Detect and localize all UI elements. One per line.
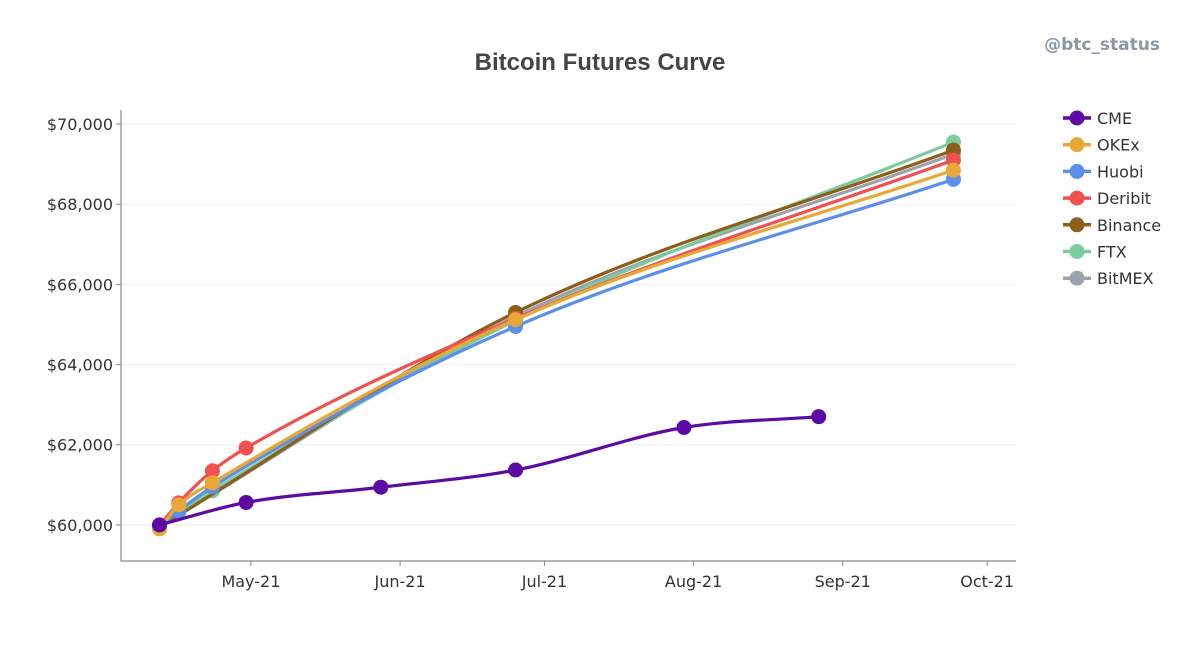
y-tick-label: $64,000 (47, 356, 113, 375)
x-axis-ticks: May-21 Jun-21 Jul-21 Aug-21 Sep-21 Oct-21 (221, 561, 1014, 591)
legend-swatch-marker (1069, 217, 1085, 233)
legend-item-ftx: FTX (1063, 243, 1127, 262)
data-point (204, 463, 220, 479)
y-tick-label: $68,000 (47, 195, 113, 214)
x-tick-label: Jun-21 (374, 572, 426, 591)
y-tick-label: $70,000 (47, 115, 113, 134)
legend: CME OKEx Huobi Deribit Binance FTX BitMEX (1063, 109, 1161, 288)
legend-swatch-marker (1069, 190, 1085, 206)
legend-label: CME (1097, 109, 1132, 128)
legend-label: FTX (1097, 243, 1127, 262)
legend-item-okex: OKEx (1063, 136, 1140, 155)
data-point (204, 475, 220, 491)
legend-swatch-marker (1069, 244, 1085, 259)
series-bitmex (151, 146, 961, 535)
data-point (945, 162, 961, 178)
x-tick-label: May-21 (221, 572, 280, 591)
legend-label: BitMEX (1097, 269, 1154, 288)
x-tick-label: Sep-21 (815, 572, 871, 591)
legend-swatch-marker (1069, 163, 1085, 179)
grid-lines (121, 123, 1016, 526)
series-line (157, 158, 956, 528)
legend-label: Binance (1097, 216, 1161, 235)
data-point (676, 420, 692, 436)
series-lines (151, 134, 961, 537)
series-okex (151, 162, 961, 537)
legend-item-bitmex: BitMEX (1063, 269, 1154, 288)
chart-title: Bitcoin Futures Curve (475, 49, 726, 76)
y-tick-label: $62,000 (47, 436, 113, 455)
data-point (151, 517, 167, 533)
data-point (238, 494, 254, 510)
series-cme (151, 409, 827, 533)
legend-swatch-marker (1069, 137, 1085, 153)
x-tick-label: Oct-21 (960, 572, 1014, 591)
watermark-handle: @btc_status (1044, 35, 1160, 55)
legend-label: Huobi (1097, 162, 1144, 181)
legend-label: OKEx (1097, 136, 1140, 155)
data-point (373, 479, 389, 495)
series-line (157, 140, 956, 528)
legend-swatch-marker (1069, 110, 1085, 126)
x-tick-label: Aug-21 (665, 572, 722, 591)
legend-label: Deribit (1097, 189, 1151, 208)
x-tick-label: Jul-21 (521, 572, 567, 591)
data-point (811, 409, 827, 425)
legend-swatch-marker (1069, 270, 1085, 286)
legend-item-deribit: Deribit (1063, 189, 1151, 208)
y-tick-label: $60,000 (47, 516, 113, 535)
y-tick-label: $66,000 (47, 275, 113, 294)
series-line (157, 415, 821, 527)
legend-item-cme: CME (1063, 109, 1132, 128)
data-point (238, 440, 254, 456)
y-axis-ticks: $60,000 $62,000 $64,000 $66,000 $68,000 $70,0… (47, 115, 121, 535)
series-line (157, 177, 956, 529)
legend-item-binance: Binance (1063, 216, 1161, 235)
axes (120, 110, 1016, 562)
data-point (171, 497, 187, 513)
data-point (508, 312, 524, 328)
series-deribit (151, 152, 961, 534)
series-line (157, 148, 956, 529)
series-line (157, 168, 956, 531)
data-point (508, 462, 524, 478)
legend-item-huobi: Huobi (1063, 162, 1144, 181)
series-huobi (151, 171, 961, 535)
